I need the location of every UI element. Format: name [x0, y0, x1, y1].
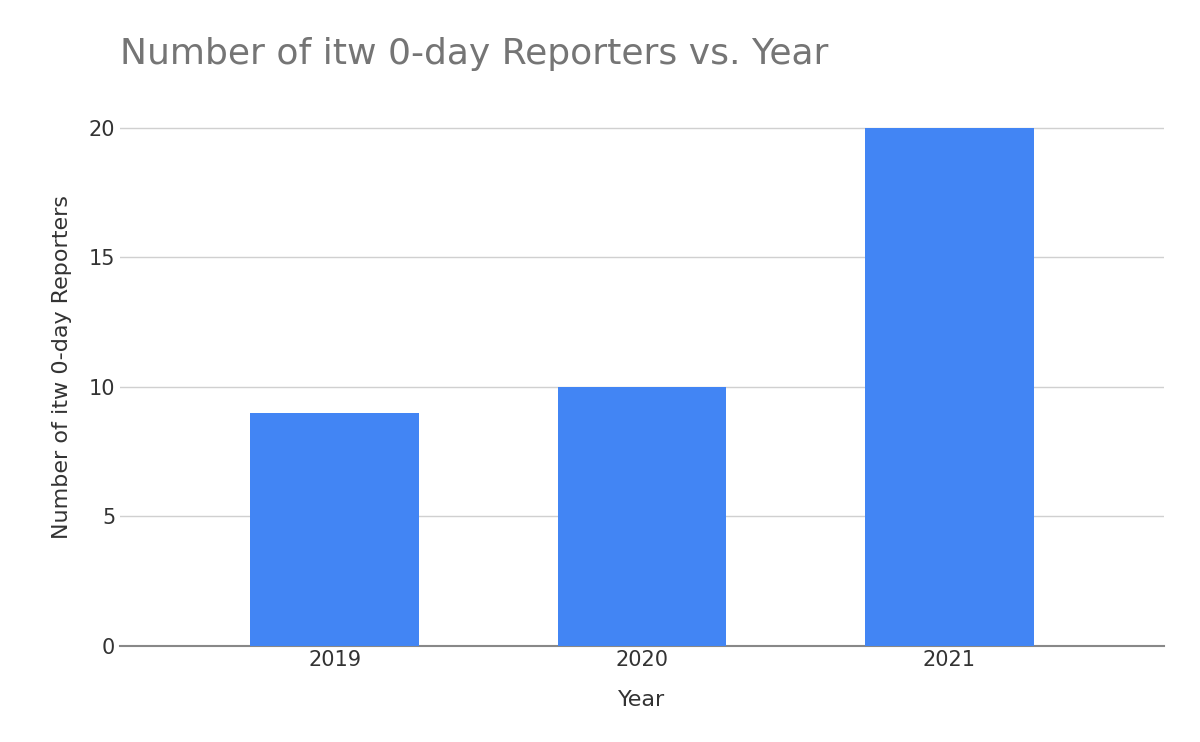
- Bar: [558, 387, 726, 646]
- Bar: [865, 128, 1033, 646]
- X-axis label: Year: Year: [618, 690, 666, 710]
- Bar: [251, 413, 419, 646]
- Text: Number of itw 0-day Reporters vs. Year: Number of itw 0-day Reporters vs. Year: [120, 37, 828, 71]
- Y-axis label: Number of itw 0-day Reporters: Number of itw 0-day Reporters: [52, 195, 72, 539]
